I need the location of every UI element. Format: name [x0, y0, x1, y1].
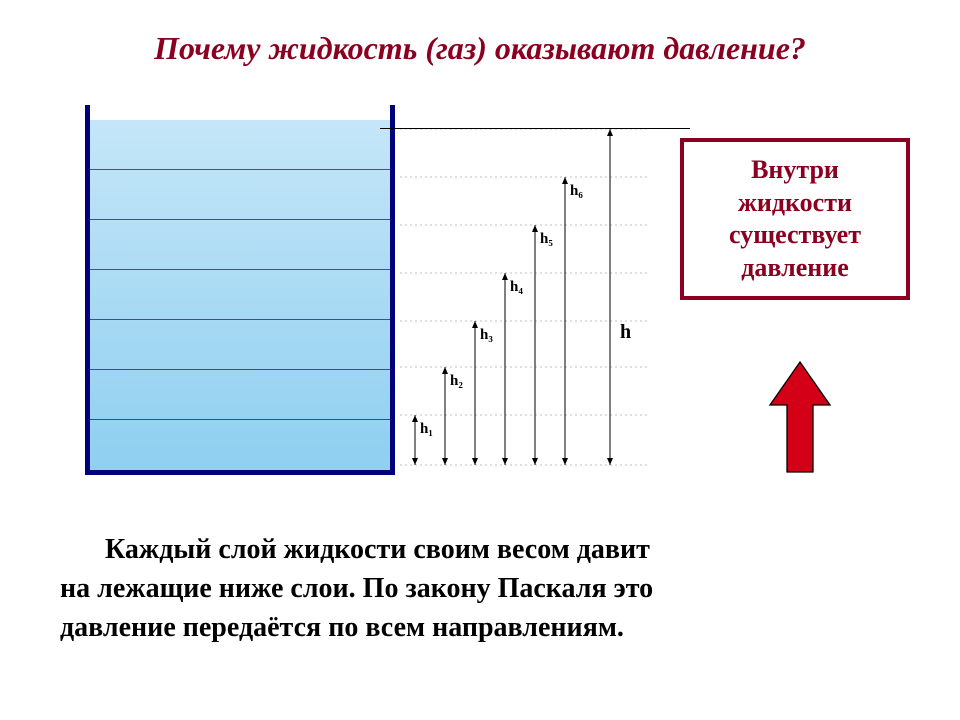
- depth-label: h₂: [450, 373, 463, 390]
- bottom-caption: Каждый слой жидкости своим весом давит н…: [60, 530, 900, 648]
- depth-arrows-diagram: h₁ h₂ h₃ h₄ h₅ h₆ h: [400, 115, 660, 475]
- layer-line: [90, 419, 390, 420]
- caption-line-1: Каждый слой жидкости своим весом давит: [105, 534, 650, 565]
- depth-label: h₆: [570, 183, 583, 200]
- layer-line: [90, 369, 390, 370]
- up-arrow-icon: [765, 360, 835, 475]
- depth-label: h₅: [540, 231, 553, 248]
- callout-line-3: существует: [692, 219, 898, 252]
- liquid-fill: [90, 120, 390, 470]
- callout-line-2: жидкости: [692, 187, 898, 220]
- layer-line: [90, 269, 390, 270]
- depth-label: h: [620, 321, 631, 344]
- callout-line-4: давление: [692, 252, 898, 285]
- caption-line-2: на лежащие ниже слои. По закону Паскаля …: [60, 573, 653, 604]
- callout-line-1: Внутри: [692, 154, 898, 187]
- layer-line: [90, 219, 390, 220]
- slide-title: Почему жидкость (газ) оказывают давление…: [40, 30, 920, 67]
- layer-line: [90, 169, 390, 170]
- depth-label: h₃: [480, 327, 493, 344]
- depth-label: h₄: [510, 279, 523, 296]
- depth-label: h₁: [420, 421, 433, 438]
- callout-box: Внутри жидкости существует давление: [680, 138, 910, 300]
- liquid-container: [85, 105, 395, 475]
- layer-line: [90, 319, 390, 320]
- caption-line-3: давление передаётся по всем направлениям…: [60, 612, 624, 643]
